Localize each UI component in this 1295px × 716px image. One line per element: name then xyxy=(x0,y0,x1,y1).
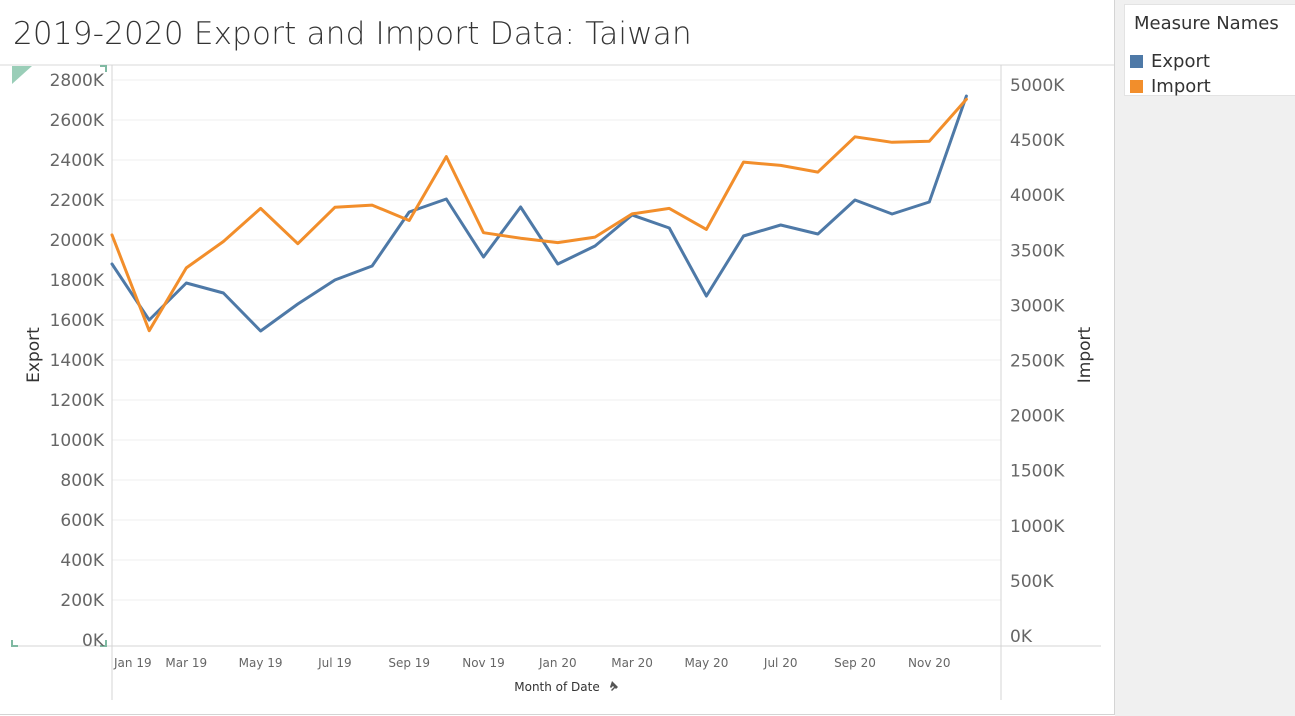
y-right-axis-title: Import xyxy=(1075,326,1095,383)
y-left-tick-label: 2400K xyxy=(50,151,105,171)
legend-title: Measure Names xyxy=(1134,13,1279,34)
y-left-tick-label: 1000K xyxy=(50,431,105,451)
y-right-tick-label: 4000K xyxy=(1010,186,1065,206)
x-tick-label: Jan 19 xyxy=(113,656,152,670)
legend-swatch-export xyxy=(1130,54,1143,68)
x-tick-label: Jan 20 xyxy=(538,656,577,670)
corner-bracket xyxy=(100,65,107,72)
y-left-tick-label: 600K xyxy=(60,511,104,531)
y-right-tick-label: 5000K xyxy=(1010,76,1065,96)
x-tick-label: Nov 20 xyxy=(908,656,951,670)
y-left-tick-label: 200K xyxy=(60,591,104,611)
y-left-tick-label: 1400K xyxy=(50,351,105,371)
y-right-tick-label: 3000K xyxy=(1010,296,1065,316)
y-right-tick-label: 1500K xyxy=(1010,462,1065,482)
x-tick-label: May 20 xyxy=(684,656,728,670)
y-left-tick-label: 2200K xyxy=(50,191,105,211)
legend[interactable]: Measure Names Export Import xyxy=(1124,4,1295,97)
selection-corner-marker xyxy=(12,66,32,84)
side-panel xyxy=(1115,0,1295,716)
y-left-tick-label: 1800K xyxy=(50,271,105,291)
y-left-axis-title: Export xyxy=(24,327,44,383)
visualization-pane: 2019-2020 Export and Import Data: Taiwan… xyxy=(0,0,1115,715)
legend-item-export[interactable]: Export xyxy=(1130,50,1210,72)
corner-bracket xyxy=(11,640,18,647)
y-right-tick-label: 0K xyxy=(1010,627,1033,647)
x-tick-label: Mar 19 xyxy=(165,656,207,670)
y-left-tick-label: 800K xyxy=(60,471,104,491)
y-left-tick-label: 400K xyxy=(60,551,104,571)
y-left-tick-label: 2800K xyxy=(50,71,105,91)
x-tick-label: Nov 19 xyxy=(462,656,505,670)
chart-title: 2019-2020 Export and Import Data: Taiwan xyxy=(13,16,692,52)
pin-icon[interactable] xyxy=(610,681,618,691)
x-tick-label: May 19 xyxy=(239,656,283,670)
y-right-tick-label: 4500K xyxy=(1010,131,1065,151)
legend-item-import[interactable]: Import xyxy=(1130,75,1211,97)
y-left-tick-label: 2000K xyxy=(50,231,105,251)
y-right-tick-label: 1000K xyxy=(1010,517,1065,537)
legend-swatch-import xyxy=(1130,79,1143,93)
x-tick-label: Jul 19 xyxy=(317,656,352,670)
y-right-tick-label: 3500K xyxy=(1010,241,1065,261)
y-left-tick-label: 1200K xyxy=(50,391,105,411)
legend-label-export: Export xyxy=(1151,50,1210,72)
y-left-tick-label: 1600K xyxy=(50,311,105,331)
y-right-tick-label: 2500K xyxy=(1010,352,1065,372)
x-tick-label: Mar 20 xyxy=(611,656,653,670)
series-line-export[interactable] xyxy=(110,94,968,333)
y-left-tick-label: 0K xyxy=(82,631,105,651)
line-chart: 0K 200K 400K 600K 800K 1000K 1200K 1400K 1600K 18… xyxy=(0,64,1114,700)
y-left-tick-label: 2600K xyxy=(50,111,105,131)
y-right-tick-label: 500K xyxy=(1010,572,1054,592)
x-tick-label: Sep 19 xyxy=(388,656,430,670)
legend-label-import: Import xyxy=(1151,75,1211,97)
y-right-tick-label: 2000K xyxy=(1010,407,1065,427)
corner-bracket xyxy=(100,640,107,647)
x-tick-label: Sep 20 xyxy=(834,656,876,670)
series-line-import[interactable] xyxy=(110,97,968,333)
x-tick-label: Jul 20 xyxy=(763,656,798,670)
x-axis-title: Month of Date xyxy=(514,680,600,694)
